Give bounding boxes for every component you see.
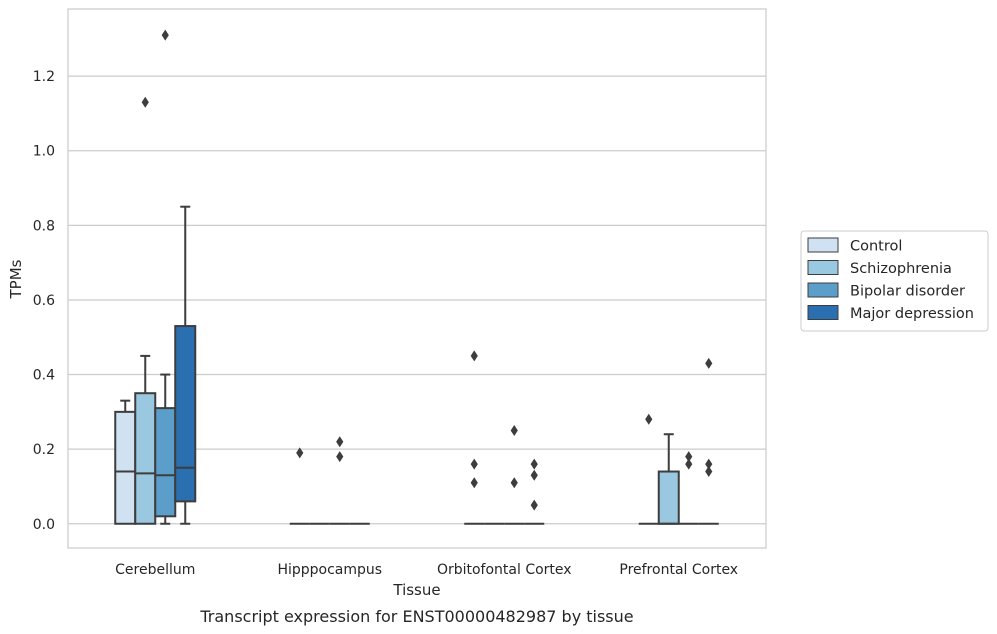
legend-swatch <box>807 260 839 275</box>
legend-label: Schizophrenia <box>850 261 952 277</box>
x-axis-label: Tissue <box>392 581 440 599</box>
outlier-point <box>470 350 478 362</box>
outlier-point <box>336 451 344 463</box>
x-tick-label: Cerebellum <box>115 562 195 578</box>
box-body <box>154 407 177 518</box>
x-tick-label: Orbitofontal Cortex <box>437 562 572 578</box>
outlier-point <box>296 447 304 459</box>
plot-frame <box>67 8 767 549</box>
y-axis-label: TPMs <box>7 259 25 299</box>
outlier-point <box>336 436 344 448</box>
legend-label: Major depression <box>850 306 974 322</box>
y-tick-labels: 0.0 0.2 0.4 0.6 0.8 1.0 1.2 <box>33 69 55 533</box>
y-tick-label: 0.0 <box>33 517 55 533</box>
outlier-point <box>530 469 538 481</box>
legend-swatch <box>807 305 839 320</box>
box-major-depression <box>174 205 197 525</box>
boxes <box>114 29 719 525</box>
box-major-depression <box>698 357 719 525</box>
y-tick-label: 0.2 <box>33 442 55 458</box>
box-schizophrenia <box>657 433 680 525</box>
outlier-point <box>685 458 693 470</box>
box-body <box>114 410 137 525</box>
box-body <box>134 392 157 525</box>
outlier-point <box>530 499 538 511</box>
x-tick-labels: Cerebellum Hipppocampus Orbitofontal Corte… <box>115 562 738 578</box>
outlier-point <box>685 451 693 463</box>
outlier-point <box>705 458 713 470</box>
y-tick-label: 1.2 <box>33 69 55 85</box>
box-bipolar-disorder <box>154 29 177 525</box>
box-control <box>638 413 659 525</box>
box-major-depression <box>524 458 545 525</box>
legend-swatch <box>807 237 839 253</box>
outlier-point <box>510 477 518 489</box>
box-body <box>657 470 680 525</box>
outlier-point <box>645 413 653 425</box>
y-tick-label: 1.0 <box>33 144 55 160</box>
legend-label: Control <box>850 239 902 255</box>
y-tick-label: 0.4 <box>33 368 55 384</box>
box-bipolar-disorder <box>329 436 350 525</box>
y-tick-label: 0.8 <box>33 218 55 234</box>
outlier-point <box>705 357 713 369</box>
x-tick-label: Hipppocampus <box>277 562 382 578</box>
outlier-point <box>470 477 478 489</box>
outlier-point <box>161 29 169 41</box>
legend-swatch <box>807 282 839 298</box>
outlier-point <box>705 466 713 478</box>
x-tick-label: Prefrontal Cortex <box>619 562 738 578</box>
box-body <box>174 325 197 503</box>
outlier-point <box>530 458 538 470</box>
outlier-point <box>510 425 518 437</box>
box-control <box>114 399 137 525</box>
legend-label: Bipolar disorder <box>850 284 965 300</box>
legend: Control Schizophrenia Bipolar disorder Majo… <box>800 230 989 332</box>
box-schizophrenia <box>134 96 157 525</box>
box-bipolar-disorder <box>678 451 699 525</box>
outlier-point <box>141 96 149 108</box>
box-control <box>289 447 310 525</box>
box-control <box>464 350 485 525</box>
y-tick-label: 0.6 <box>33 293 55 309</box>
outlier-point <box>470 458 478 470</box>
chart-caption: Transcript expression for ENST0000048298… <box>199 607 633 626</box>
box-bipolar-disorder <box>504 425 525 525</box>
legend-frame <box>800 230 989 332</box>
